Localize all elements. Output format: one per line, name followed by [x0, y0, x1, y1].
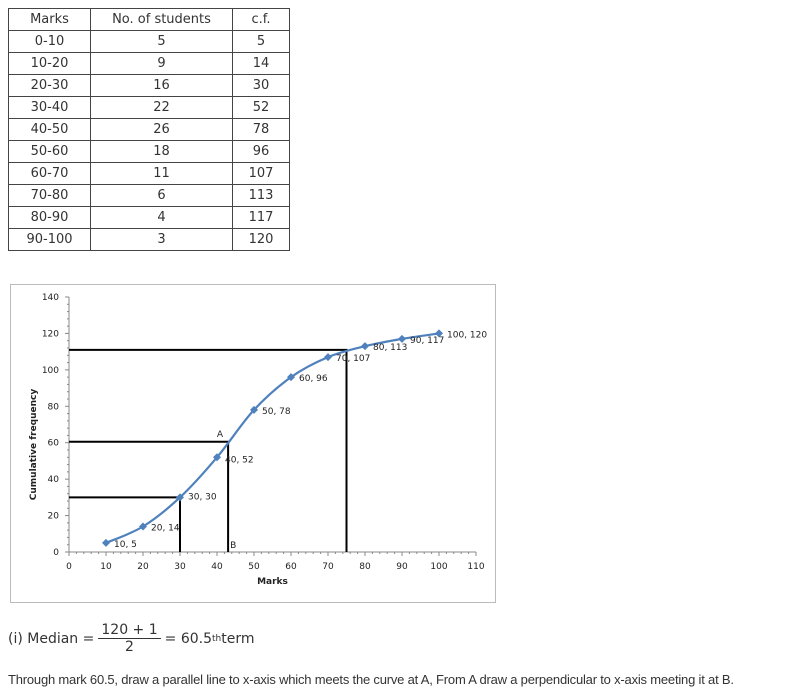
data-point — [139, 522, 147, 531]
formula-result: = 60.5 — [164, 630, 212, 647]
data-label: 70, 107 — [336, 354, 370, 364]
table-cell: 4 — [90, 206, 233, 229]
x-tick-label: 80 — [359, 562, 371, 572]
y-tick-label: 40 — [48, 475, 60, 485]
table-cell: 5 — [90, 30, 233, 53]
table-cell: 6 — [90, 184, 233, 207]
data-label: 60, 96 — [299, 374, 328, 384]
table-cell: 70-80 — [8, 184, 91, 207]
table-cell: 120 — [232, 228, 290, 251]
data-point — [435, 329, 443, 338]
table-cell: 16 — [90, 74, 233, 97]
y-tick-label: 60 — [48, 439, 60, 449]
data-point — [102, 538, 110, 547]
data-point — [250, 405, 258, 414]
table-cell: 11 — [90, 162, 233, 185]
table-cell: 14 — [232, 52, 290, 75]
table-cell: 52 — [232, 96, 290, 119]
table-row: 70-80 6 113 — [8, 184, 290, 207]
x-tick-label: 20 — [137, 562, 149, 572]
table-cell: 20-30 — [8, 74, 91, 97]
data-point — [361, 342, 369, 351]
ogive-chart: 0 10 20 30 40 50 60 70 80 90 100 110 0 20 40 60 80 100 120… — [10, 284, 496, 603]
table-cell: 18 — [90, 140, 233, 163]
x-tick-label: 50 — [248, 562, 260, 572]
x-tick-label: 90 — [396, 562, 408, 572]
x-tick-label: 0 — [66, 562, 72, 572]
table-cell: 40-50 — [8, 118, 91, 141]
data-point — [176, 493, 184, 502]
table-cell: 80-90 — [8, 206, 91, 229]
median-formula: (i) Median = 120 + 1 2 = 60.5 th term — [8, 622, 254, 655]
y-tick-label: 0 — [53, 548, 59, 558]
annotation-b: B — [230, 541, 236, 551]
fraction: 120 + 1 2 — [98, 622, 161, 655]
data-label: 50, 78 — [262, 407, 291, 417]
table-cell: 113 — [232, 184, 290, 207]
denominator: 2 — [125, 639, 134, 655]
table-cell: 96 — [232, 140, 290, 163]
series-line — [105, 332, 440, 544]
table-cell: 3 — [90, 228, 233, 251]
formula-sup: th — [212, 633, 222, 644]
data-point — [287, 373, 295, 382]
table-cell: 30-40 — [8, 96, 91, 119]
explanation-text: Through mark 60.5, draw a parallel line … — [8, 672, 734, 687]
table-row: 30-40 22 52 — [8, 96, 290, 119]
table-row: 10-20 9 14 — [8, 52, 290, 75]
table-row: 0-10 5 5 — [8, 30, 290, 53]
table-row: 90-100 3 120 — [8, 228, 290, 251]
table-row: 60-70 11 107 — [8, 162, 290, 185]
table-cell: 10-20 — [8, 52, 91, 75]
data-label: 40, 52 — [225, 455, 254, 465]
x-tick-label: 110 — [467, 562, 484, 572]
table-cell: 30 — [232, 74, 290, 97]
numerator: 120 + 1 — [98, 622, 161, 639]
y-tick-label: 100 — [42, 366, 59, 376]
table-cell: 50-60 — [8, 140, 91, 163]
formula-prefix: (i) Median = — [8, 630, 95, 647]
x-tick-label: 70 — [322, 562, 334, 572]
table-row: 50-60 18 96 — [8, 140, 290, 163]
y-axis-title: Cumulative frequency — [29, 389, 39, 501]
data-label: 100, 120 — [447, 330, 487, 340]
data-label: 30, 30 — [188, 492, 217, 502]
data-label: 90, 117 — [410, 336, 444, 346]
data-point — [213, 453, 221, 462]
data-label: 10, 5 — [114, 540, 137, 550]
y-tick-label: 20 — [48, 512, 60, 522]
table-row: 20-30 16 30 — [8, 74, 290, 97]
formula-suffix: term — [221, 630, 255, 647]
data-point — [398, 334, 406, 343]
data-point — [324, 353, 332, 362]
x-tick-label: 100 — [430, 562, 447, 572]
x-axis-title: Marks — [257, 577, 288, 587]
table-cell: 117 — [232, 206, 290, 229]
table-header: c.f. — [232, 8, 290, 31]
table-header: No. of students — [90, 8, 233, 31]
y-tick-label: 80 — [48, 402, 60, 412]
x-tick-label: 30 — [174, 562, 186, 572]
table-cell: 60-70 — [8, 162, 91, 185]
x-tick-label: 60 — [285, 562, 297, 572]
data-label: 20, 14 — [151, 524, 180, 534]
table-cell: 26 — [90, 118, 233, 141]
annotation-a: A — [217, 430, 224, 440]
table-row: 40-50 26 78 — [8, 118, 290, 141]
table-cell: 90-100 — [8, 228, 91, 251]
cf-table: Marks No. of students c.f. 0-10 5 5 10-20 9 14 2… — [8, 8, 290, 251]
table-cell: 78 — [232, 118, 290, 141]
table-cell: 22 — [90, 96, 233, 119]
x-tick-label: 40 — [211, 562, 223, 572]
y-tick-label: 120 — [42, 329, 59, 339]
x-tick-label: 10 — [100, 562, 112, 572]
table-cell: 107 — [232, 162, 290, 185]
data-label: 80, 113 — [373, 343, 407, 353]
table-row: 80-90 4 117 — [8, 206, 290, 229]
table-header: Marks — [8, 8, 91, 31]
table-cell: 0-10 — [8, 30, 91, 53]
table-cell: 5 — [232, 30, 290, 53]
y-tick-label: 140 — [42, 293, 59, 303]
table-cell: 9 — [90, 52, 233, 75]
